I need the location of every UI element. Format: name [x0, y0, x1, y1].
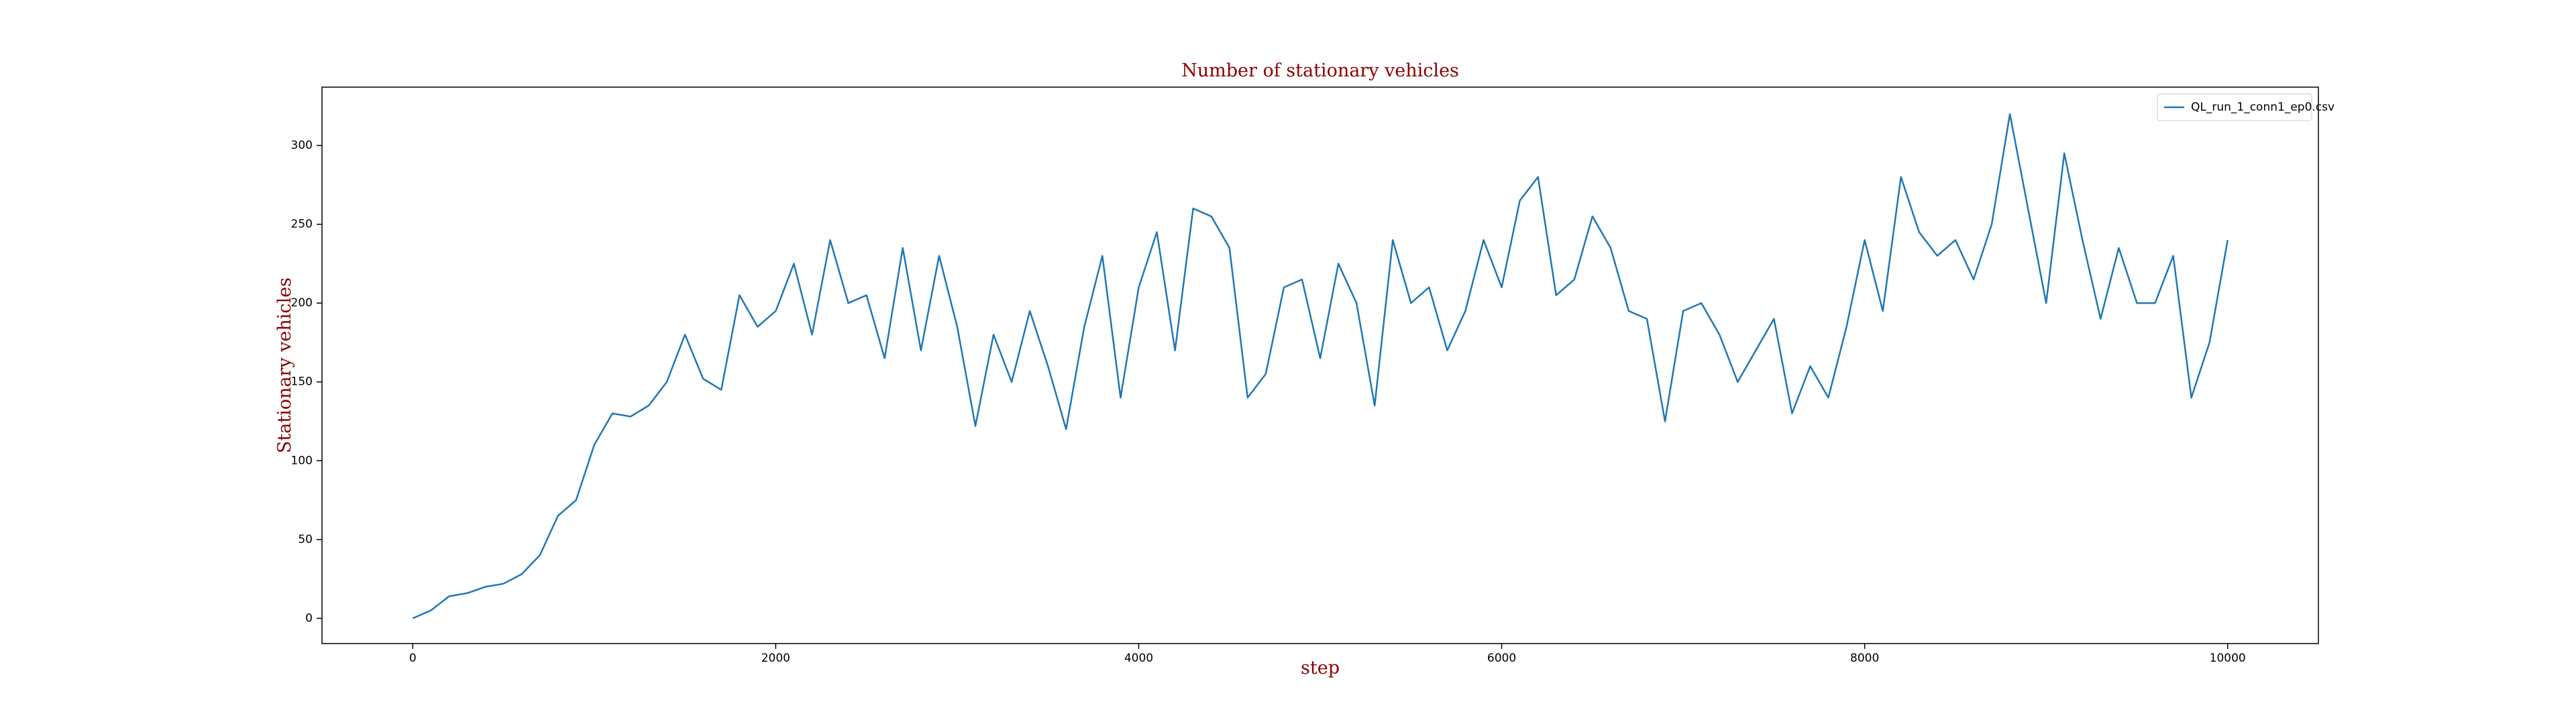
y-tick-label: 0: [305, 611, 313, 625]
y-tick-label: 50: [298, 533, 313, 546]
y-axis-label: Stationary vehicles: [274, 278, 295, 453]
x-tick-label: 2000: [761, 652, 790, 665]
x-tick-label: 0: [409, 652, 417, 665]
y-tick-label: 250: [291, 218, 313, 231]
x-axis-label: step: [1301, 658, 1340, 678]
x-tick-label: 8000: [1850, 652, 1879, 665]
data-line: [412, 113, 2229, 619]
x-tick-label: 6000: [1487, 652, 1516, 665]
chart-title: Number of stationary vehicles: [1181, 60, 1459, 81]
y-tick-label: 200: [291, 296, 313, 310]
plot-frame: [321, 86, 2319, 644]
legend-label: QL_run_1_conn1_ep0.csv: [2191, 101, 2334, 114]
x-tick-label: 10000: [2210, 652, 2246, 665]
legend-box: [2157, 93, 2312, 121]
y-tick-label: 300: [291, 139, 313, 152]
y-tick-label: 150: [291, 375, 313, 389]
x-tick-label: 4000: [1124, 652, 1153, 665]
y-tick-label: 100: [291, 454, 313, 467]
